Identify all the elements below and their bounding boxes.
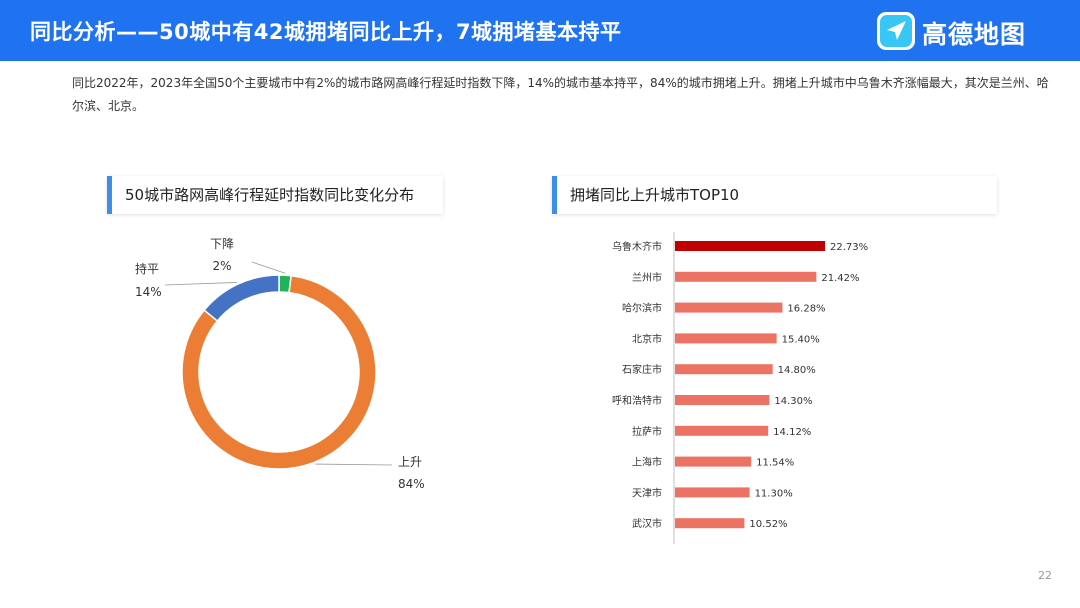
bar-category-label-3: 北京市 bbox=[632, 332, 662, 345]
bar-chart-title: 拥堵同比上升城市TOP10 bbox=[552, 176, 997, 214]
bar-7 bbox=[675, 456, 752, 467]
donut-slice-1 bbox=[181, 274, 377, 470]
bar-value-label-9: 10.52% bbox=[749, 519, 787, 530]
bar-category-label-7: 上海市 bbox=[632, 456, 662, 469]
bar-category-label-5: 呼和浩特市 bbox=[612, 394, 662, 407]
bar-category-label-8: 天津市 bbox=[632, 486, 662, 499]
bar-value-label-6: 14.12% bbox=[773, 427, 811, 438]
donut-slice-2 bbox=[203, 274, 280, 323]
bar-value-label-4: 14.80% bbox=[778, 365, 816, 376]
donut-label-1: 上升 bbox=[398, 455, 422, 469]
bar-value-label-3: 15.40% bbox=[782, 334, 820, 345]
donut-leader-line-0 bbox=[251, 261, 286, 274]
bar-category-label-6: 拉萨市 bbox=[632, 425, 662, 438]
donut-value-label-0: 2% bbox=[212, 259, 231, 273]
bar-category-label-0: 乌鲁木齐市 bbox=[612, 240, 662, 253]
bar-0 bbox=[675, 241, 825, 251]
page-number: 22 bbox=[1038, 569, 1052, 582]
bar-value-label-5: 14.30% bbox=[774, 396, 812, 407]
bar-6 bbox=[675, 425, 769, 436]
amap-logo-icon bbox=[877, 12, 915, 50]
bar-value-label-2: 16.28% bbox=[787, 304, 825, 315]
donut-value-label-2: 14% bbox=[135, 285, 162, 299]
bar-5 bbox=[675, 395, 770, 405]
bar-value-label-8: 11.30% bbox=[755, 488, 793, 499]
bar-1 bbox=[675, 271, 817, 282]
bar-value-label-1: 21.42% bbox=[821, 273, 859, 284]
donut-leader-line-2 bbox=[164, 282, 237, 286]
logo-text: 高德地图 bbox=[922, 20, 1027, 49]
intro-paragraph: 同比2022年，2023年全国50个主要城市中有2%的城市路网高峰行程延时指数下… bbox=[72, 76, 1049, 113]
bar-9 bbox=[675, 518, 745, 529]
bar-3 bbox=[675, 333, 777, 344]
donut-chart-title: 50城市路网高峰行程延时指数同比变化分布 bbox=[107, 176, 443, 214]
bar-category-label-2: 哈尔滨市 bbox=[622, 302, 662, 315]
donut-value-label-1: 84% bbox=[398, 477, 425, 491]
donut-label-2: 持平 bbox=[135, 261, 159, 276]
bar-2 bbox=[675, 302, 783, 313]
amap-logo: 高德地图 bbox=[876, 11, 1056, 51]
bar-value-label-7: 11.54% bbox=[756, 458, 794, 469]
donut-leader-line-1 bbox=[315, 463, 393, 466]
bar-4 bbox=[675, 364, 773, 375]
bar-8 bbox=[675, 487, 750, 498]
bar-category-label-9: 武汉市 bbox=[632, 517, 662, 530]
donut-label-0: 下降 bbox=[210, 237, 234, 251]
bar-value-label-0: 22.73% bbox=[830, 242, 868, 253]
bar-category-label-4: 石家庄市 bbox=[622, 363, 662, 376]
bar-category-label-1: 兰州市 bbox=[632, 271, 662, 284]
header-bar: 同比分析——50城中有42城拥堵同比上升，7城拥堵基本持平 高德地图 bbox=[0, 0, 1080, 61]
page-title: 同比分析——50城中有42城拥堵同比上升，7城拥堵基本持平 bbox=[30, 20, 622, 44]
